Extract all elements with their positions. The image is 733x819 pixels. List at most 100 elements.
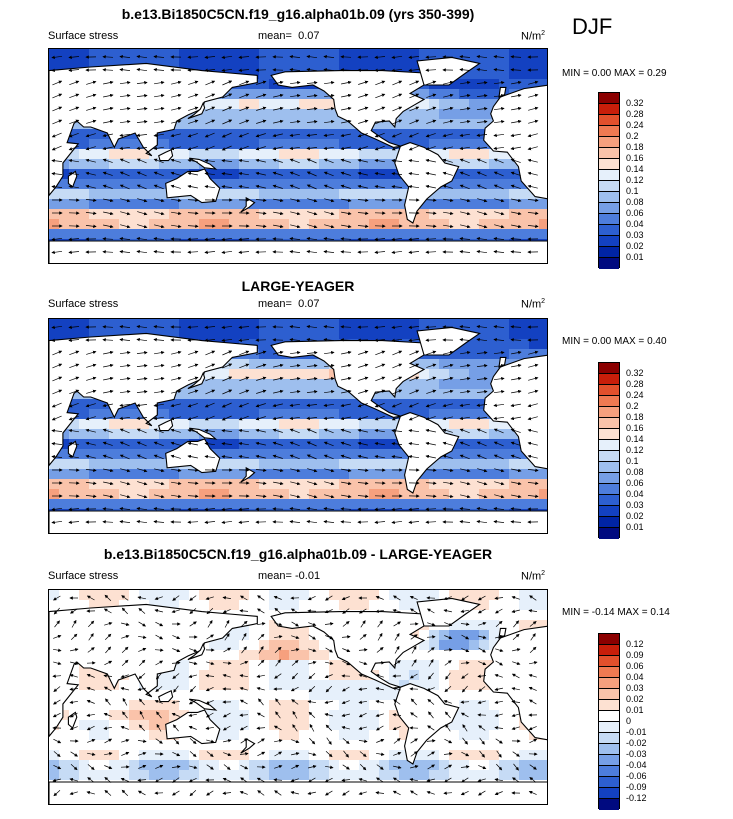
stress-vector: [136, 119, 148, 124]
stress-vector: [510, 428, 521, 433]
stress-vector: [493, 80, 505, 85]
stress-vector: [238, 441, 249, 446]
colorbar-box: [598, 633, 620, 810]
panel-2-map: [48, 318, 548, 534]
stress-vector: [323, 403, 334, 408]
stress-vector: [442, 133, 453, 138]
stress-vector: [527, 428, 538, 433]
stress-vector: [324, 93, 335, 98]
stress-vector: [221, 132, 232, 138]
stress-vector: [442, 416, 453, 421]
stress-vector: [273, 481, 284, 486]
stress-vector: [204, 325, 216, 330]
stress-vector: [136, 519, 148, 524]
stress-vector: [273, 494, 284, 499]
stress-vector: [443, 596, 452, 601]
stress-vector: [476, 93, 488, 98]
stress-vector: [374, 132, 385, 138]
stress-vector: [204, 158, 215, 163]
stress-vector: [408, 338, 420, 343]
stress-vector: [443, 211, 454, 216]
stress-vector: [357, 428, 368, 433]
stress-vector: [341, 389, 352, 394]
stress-vector: [102, 158, 113, 163]
stress-vector: [357, 211, 369, 215]
land-masses: [49, 597, 547, 804]
stress-vector: [459, 338, 471, 342]
stress-vector: [256, 80, 267, 85]
stress-vector: [290, 494, 301, 499]
stress-vector: [153, 507, 165, 511]
stress-vector: [426, 376, 437, 381]
stress-vector: [459, 55, 471, 59]
colorbar-label: -0.12: [626, 793, 647, 803]
stress-vector: [477, 595, 486, 601]
stress-vector: [104, 594, 112, 602]
stress-vector: [136, 236, 148, 241]
stress-vector: [510, 403, 521, 408]
stress-vector: [476, 67, 488, 72]
stress-vector: [341, 468, 352, 473]
stress-vector: [153, 171, 164, 177]
stress-vector: [119, 184, 130, 190]
stress-vector: [68, 158, 79, 163]
stress-vector: [103, 350, 114, 355]
colorbar-cell: [599, 495, 619, 506]
stress-vector: [238, 132, 249, 138]
coastline: [483, 625, 547, 741]
stress-vector: [426, 106, 437, 111]
stress-vector: [391, 441, 403, 446]
stress-vector: [120, 224, 131, 229]
stress-vector: [323, 324, 335, 329]
stress-vector: [103, 198, 114, 203]
stress-vector: [68, 454, 79, 459]
stress-vector: [120, 468, 131, 473]
colorbar-cell: [599, 159, 619, 170]
stress-vector: [85, 454, 96, 459]
stress-vector: [273, 468, 284, 473]
panel-2-mean-value: 0.07: [298, 298, 320, 310]
stress-vector: [425, 158, 436, 163]
panel-2-units-exp: 2: [541, 298, 546, 305]
stress-vector: [188, 119, 199, 124]
stress-vector: [69, 93, 80, 99]
stress-vector: [255, 454, 266, 459]
stress-vector: [51, 338, 63, 343]
stress-vector: [324, 224, 335, 229]
stress-vector: [273, 350, 284, 355]
stress-vector: [324, 350, 335, 355]
stress-vector: [461, 595, 469, 601]
stress-vector: [221, 145, 232, 151]
colorbar-cell: [599, 473, 619, 484]
stress-vector: [425, 55, 437, 59]
panel-1-units: N/m2: [521, 30, 545, 43]
stress-vector: [238, 250, 250, 254]
stress-vector: [527, 184, 538, 189]
stress-vector: [68, 441, 79, 446]
stress-vector: [460, 211, 471, 216]
stress-vector: [102, 416, 113, 421]
stress-vector: [119, 389, 131, 394]
stress-vector: [256, 363, 267, 368]
stress-vector: [392, 119, 403, 125]
stress-vectors: [52, 594, 538, 797]
stress-vector: [221, 184, 233, 189]
panel-3-units-base: N/m: [521, 570, 542, 583]
stress-vector: [494, 596, 504, 600]
colorbar-label: 0.32: [626, 98, 644, 108]
colorbar-cell: [599, 766, 619, 777]
stress-vector: [222, 119, 233, 125]
stress-vector: [272, 146, 283, 151]
stress-vector: [391, 402, 402, 408]
stress-vector: [51, 507, 63, 512]
stress-vector: [68, 507, 80, 511]
stress-vector: [187, 428, 198, 433]
stress-vector: [86, 363, 97, 368]
colorbar-label: 0.24: [626, 120, 644, 130]
stress-vector: [273, 106, 284, 111]
stress-vector: [357, 224, 369, 228]
colorbar-cell: [599, 115, 619, 126]
stress-vector: [357, 158, 368, 163]
map-canvas: [49, 49, 547, 263]
panel-3-min-label: MIN =: [562, 607, 589, 618]
